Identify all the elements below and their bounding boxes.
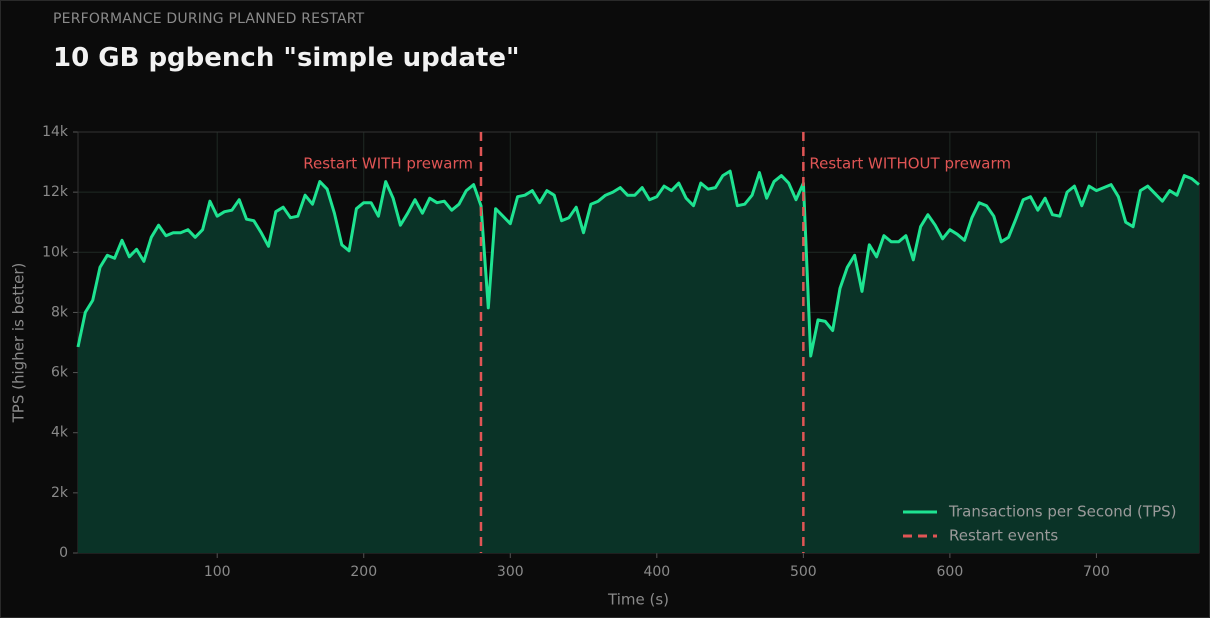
x-axis-label: Time (s) [607,591,669,609]
y-tick-label: 10k [42,244,69,260]
y-tick-label: 6k [51,365,69,381]
y-tick-label: 8k [51,304,69,320]
y-tick-label: 0 [59,545,68,561]
eyebrow: PERFORMANCE DURING PLANNED RESTART [53,11,365,27]
x-tick-label: 400 [643,564,670,580]
x-tick-label: 500 [790,564,817,580]
x-tick-label: 200 [350,564,377,580]
restart-label: Restart WITHOUT prewarm [809,155,1011,173]
x-tick-label: 300 [497,564,524,580]
restart-label: Restart WITH prewarm [303,155,473,173]
y-tick-label: 2k [51,485,69,501]
y-tick-label: 4k [51,425,69,441]
legend-label: Restart events [949,527,1058,545]
x-tick-label: 600 [937,564,964,580]
y-axis-label: TPS (higher is better) [10,263,28,424]
x-tick-label: 700 [1083,564,1110,580]
chart-title: 10 GB pgbench "simple update" [53,43,520,73]
legend-label: Transactions per Second (TPS) [948,503,1176,521]
y-tick-label: 14k [42,124,69,140]
y-tick-label: 12k [42,184,69,200]
x-tick-label: 100 [204,564,231,580]
line [76,169,1200,358]
area [78,171,1199,553]
